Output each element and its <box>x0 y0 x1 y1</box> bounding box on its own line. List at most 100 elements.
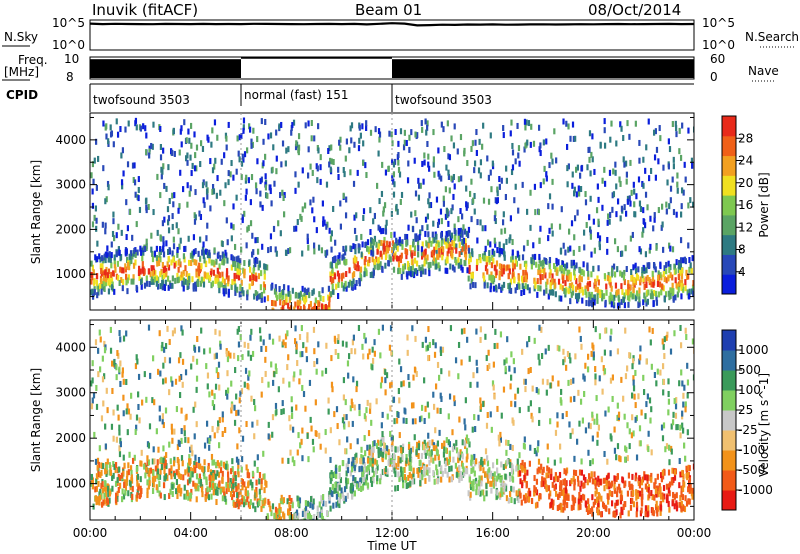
power-scatter-cell <box>562 242 565 249</box>
velocity-scatter-cell <box>333 335 336 342</box>
velocity-scatter-cell <box>495 458 499 465</box>
power-scatter-cell <box>616 246 620 253</box>
power-scatter-cell <box>91 221 95 228</box>
power-scatter-cell <box>275 250 278 257</box>
power-scatter-cell <box>426 213 430 220</box>
power-scatter-cell <box>239 258 242 265</box>
power-scatter-cell <box>662 164 665 171</box>
velocity-scatter-cell <box>149 467 153 474</box>
power-scatter-cell <box>538 146 541 153</box>
velocity-scatter-cell <box>366 457 370 464</box>
power-scatter-cell <box>204 272 207 279</box>
velocity-scatter-cell <box>603 349 607 356</box>
velocity-scatter-cell <box>205 492 209 499</box>
power-scatter-cell <box>368 256 371 263</box>
power-scatter-cell <box>550 278 554 285</box>
velocity-scatter-cell <box>599 478 602 485</box>
power-scatter-cell <box>569 274 572 281</box>
velocity-scatter-cell <box>227 476 230 483</box>
power-scatter-cell <box>125 234 128 241</box>
velocity-scatter-cell <box>424 336 428 343</box>
power-scatter-cell <box>627 283 630 290</box>
power-scatter-cell <box>155 280 158 287</box>
power-scatter-cell <box>517 207 520 214</box>
velocity-scatter-cell <box>553 485 556 492</box>
power-scatter-cell <box>337 277 341 284</box>
power-scatter-cell <box>197 250 200 257</box>
velocity-scatter-cell <box>554 475 557 482</box>
velocity-scatter-cell <box>205 363 208 370</box>
velocity-scatter-cell <box>291 502 294 509</box>
velocity-scatter-cell <box>305 356 309 363</box>
velocity-scatter-cell <box>97 371 100 378</box>
power-scatter-cell <box>124 266 127 273</box>
velocity-scatter-cell <box>393 467 396 474</box>
power-scatter-cell <box>171 250 174 257</box>
velocity-scatter-cell <box>350 398 353 405</box>
velocity-scatter-cell <box>675 500 678 507</box>
power-scatter-cell <box>184 155 188 162</box>
velocity-scatter-cell <box>566 502 569 509</box>
velocity-scatter-cell <box>624 373 628 380</box>
velocity-scatter-cell <box>345 477 348 484</box>
power-scatter-cell <box>337 166 340 173</box>
velocity-scatter-cell <box>211 389 214 396</box>
velocity-scatter-cell <box>358 403 361 410</box>
power-scatter-cell <box>295 140 298 147</box>
power-scatter-cell <box>608 218 611 225</box>
power-scatter-cell <box>625 171 629 178</box>
power-scatter-cell <box>507 282 510 289</box>
power-scatter-cell <box>233 272 236 279</box>
power-scatter-cell <box>253 293 256 300</box>
power-scatter-cell <box>375 256 378 263</box>
power-scatter-cell <box>411 270 414 277</box>
power-scatter-cell <box>217 274 220 281</box>
power-scatter-cell <box>569 298 572 305</box>
power-scatter-cell <box>496 186 499 193</box>
power-scatter-cell <box>293 306 296 310</box>
power-scatter-cell <box>459 208 462 215</box>
power-scatter-cell <box>331 288 335 295</box>
power-scatter-cell <box>353 214 356 221</box>
velocity-scatter-cell <box>119 336 122 343</box>
velocity-scatter-cell <box>91 397 94 404</box>
velocity-scatter-cell <box>307 456 310 463</box>
power-scatter-cell <box>605 283 608 290</box>
power-scatter-cell <box>643 222 647 229</box>
velocity-scatter-cell <box>632 355 635 362</box>
power-scatter-cell <box>264 192 268 199</box>
power-scatter-cell <box>526 139 529 146</box>
velocity-scatter-cell <box>231 458 234 465</box>
power-scatter-cell <box>638 157 641 164</box>
velocity-scatter-cell <box>540 326 543 333</box>
velocity-scatter-cell <box>592 354 595 361</box>
power-scatter-cell <box>179 261 182 268</box>
velocity-scatter-cell <box>322 500 325 507</box>
velocity-scatter-cell <box>573 479 576 486</box>
velocity-scatter-cell <box>595 479 598 486</box>
velocity-scatter-cell <box>272 379 275 386</box>
power-scatter-cell <box>256 136 259 143</box>
power-scatter-cell <box>669 245 672 252</box>
velocity-scatter-cell <box>470 480 473 487</box>
velocity-scatter-cell <box>624 456 627 463</box>
power-scatter-cell <box>172 243 176 250</box>
power-scatter-cell <box>122 278 125 285</box>
velocity-scatter-cell <box>435 464 438 471</box>
power-scatter-cell <box>616 302 620 309</box>
power-scatter-cell <box>260 270 263 277</box>
power-scatter-cell <box>456 148 459 155</box>
power-scatter-cell <box>392 244 395 251</box>
velocity-scatter-cell <box>250 395 253 402</box>
power-scatter-cell <box>159 154 163 161</box>
velocity-scatter-cell <box>687 498 690 505</box>
velocity-scatter-cell <box>205 476 208 483</box>
velocity-scatter-cell <box>409 465 413 472</box>
power-scatter-cell <box>555 157 558 164</box>
power-scatter-cell <box>452 174 456 181</box>
power-scatter-cell <box>122 170 125 177</box>
velocity-scatter-cell <box>213 470 216 477</box>
power-scatter-cell <box>242 117 246 124</box>
power-scatter-cell <box>118 249 121 256</box>
velocity-scatter-cell <box>203 459 206 466</box>
